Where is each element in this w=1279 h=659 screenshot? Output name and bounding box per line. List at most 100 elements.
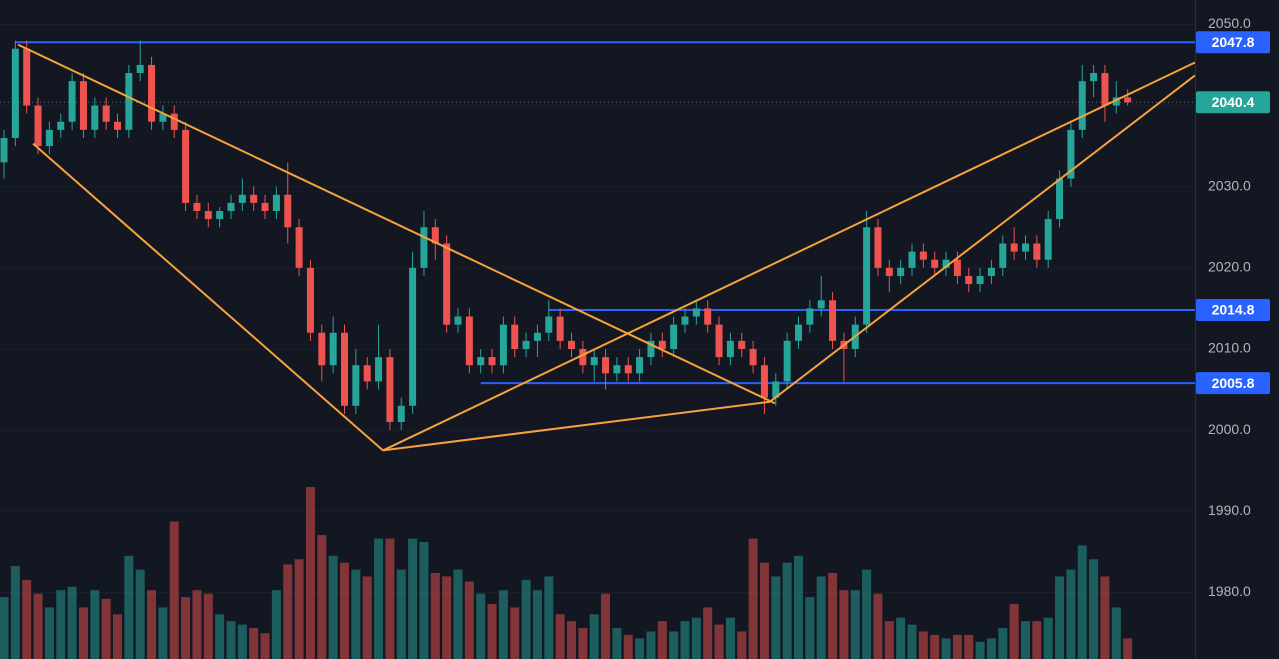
- candle-body: [79, 81, 87, 130]
- candle-body: [568, 340, 575, 349]
- volume-bar: [1032, 621, 1042, 659]
- volume-bar: [294, 559, 304, 659]
- volume-bar: [56, 590, 66, 659]
- volume-bar: [181, 597, 191, 659]
- candle-body: [227, 202, 235, 212]
- candle-body: [454, 316, 462, 325]
- candle-body: [386, 357, 394, 423]
- candle-body: [136, 64, 144, 74]
- candle-body: [556, 316, 564, 341]
- trend-line: [769, 74, 1196, 403]
- volume-bar: [680, 621, 690, 659]
- candle-body: [987, 267, 995, 276]
- candle-body: [1101, 73, 1109, 106]
- candle-body: [114, 121, 121, 130]
- candle-body: [704, 308, 712, 325]
- candle-body: [647, 340, 655, 358]
- volume-bar: [1066, 569, 1076, 659]
- volume-bar: [328, 555, 338, 659]
- volume-bar: [317, 535, 327, 659]
- candle-body: [375, 357, 383, 382]
- candle-body: [1056, 178, 1064, 220]
- candle-body: [284, 194, 292, 228]
- candle-body: [999, 243, 1007, 268]
- candle-body: [23, 48, 31, 106]
- candle-body: [216, 211, 224, 220]
- volume-bar: [260, 633, 270, 659]
- volume-bar: [657, 621, 667, 659]
- volume-bar: [794, 555, 803, 659]
- volume-bar: [589, 614, 599, 659]
- candle-body: [760, 365, 768, 398]
- volume-bar: [33, 593, 43, 659]
- candle-body: [829, 300, 837, 341]
- volume-bar: [714, 624, 724, 659]
- volume-bar: [192, 590, 202, 659]
- volume-bar: [964, 634, 974, 659]
- candle-body: [318, 332, 326, 366]
- volume-bar: [351, 569, 361, 659]
- volume-bar: [283, 564, 293, 659]
- volume-bar: [203, 593, 213, 659]
- y-tick-label: 2020.0: [1208, 259, 1251, 275]
- trend-line: [382, 61, 1196, 452]
- candle-body: [1090, 73, 1098, 82]
- candle-body: [806, 308, 814, 325]
- candle-body: [409, 267, 417, 406]
- volume-bar: [271, 590, 281, 659]
- candle-body: [204, 211, 212, 220]
- candle-body: [953, 259, 961, 276]
- volume-bar: [623, 634, 633, 659]
- volume-bar: [124, 555, 134, 659]
- volume-bar: [237, 624, 247, 659]
- candle-body: [1112, 97, 1120, 106]
- trend-line: [32, 142, 384, 452]
- candle-body: [885, 267, 893, 276]
- volume-bar: [1123, 638, 1133, 659]
- candle-body: [670, 324, 678, 349]
- candle-body: [11, 48, 19, 138]
- candle-body: [352, 365, 360, 406]
- volume-bar: [305, 487, 315, 659]
- volume-bar: [1111, 607, 1121, 659]
- volume-bar: [930, 634, 940, 659]
- volume-bar: [44, 607, 54, 659]
- volume-bar: [737, 631, 747, 659]
- candle-body: [919, 251, 927, 260]
- volume-bar: [567, 621, 576, 659]
- volume-bar: [158, 607, 168, 659]
- candle-body: [0, 137, 8, 163]
- candle-body: [976, 275, 984, 285]
- candle-body: [874, 227, 882, 268]
- candle-body: [1033, 243, 1041, 260]
- volume-bar: [362, 576, 372, 659]
- candle-body: [1067, 129, 1075, 179]
- volume-bar: [782, 562, 792, 659]
- volume-bar: [555, 614, 565, 659]
- volume-bar: [544, 576, 554, 659]
- volume-bar: [442, 576, 452, 659]
- candle-body: [1044, 219, 1052, 260]
- volume-bar: [975, 641, 985, 659]
- candle-body: [45, 129, 53, 147]
- volume-bar: [952, 634, 962, 659]
- candle-body: [817, 300, 825, 309]
- candle-body: [465, 316, 473, 366]
- volume-bar: [0, 597, 9, 659]
- candle-body: [477, 357, 485, 366]
- y-tick-label: 2030.0: [1208, 177, 1251, 193]
- volume-bar: [759, 562, 769, 659]
- candle-body: [942, 259, 950, 268]
- candle-body: [170, 113, 178, 130]
- volume-bar: [169, 521, 179, 659]
- volume-bar: [578, 628, 588, 659]
- candle-body: [602, 357, 610, 374]
- last-price-box: [1196, 91, 1270, 114]
- volume-bar: [748, 538, 758, 659]
- level-price-box: [1196, 372, 1270, 395]
- candle-body: [726, 340, 734, 358]
- volume-bar: [374, 538, 384, 659]
- candle-body: [431, 227, 439, 244]
